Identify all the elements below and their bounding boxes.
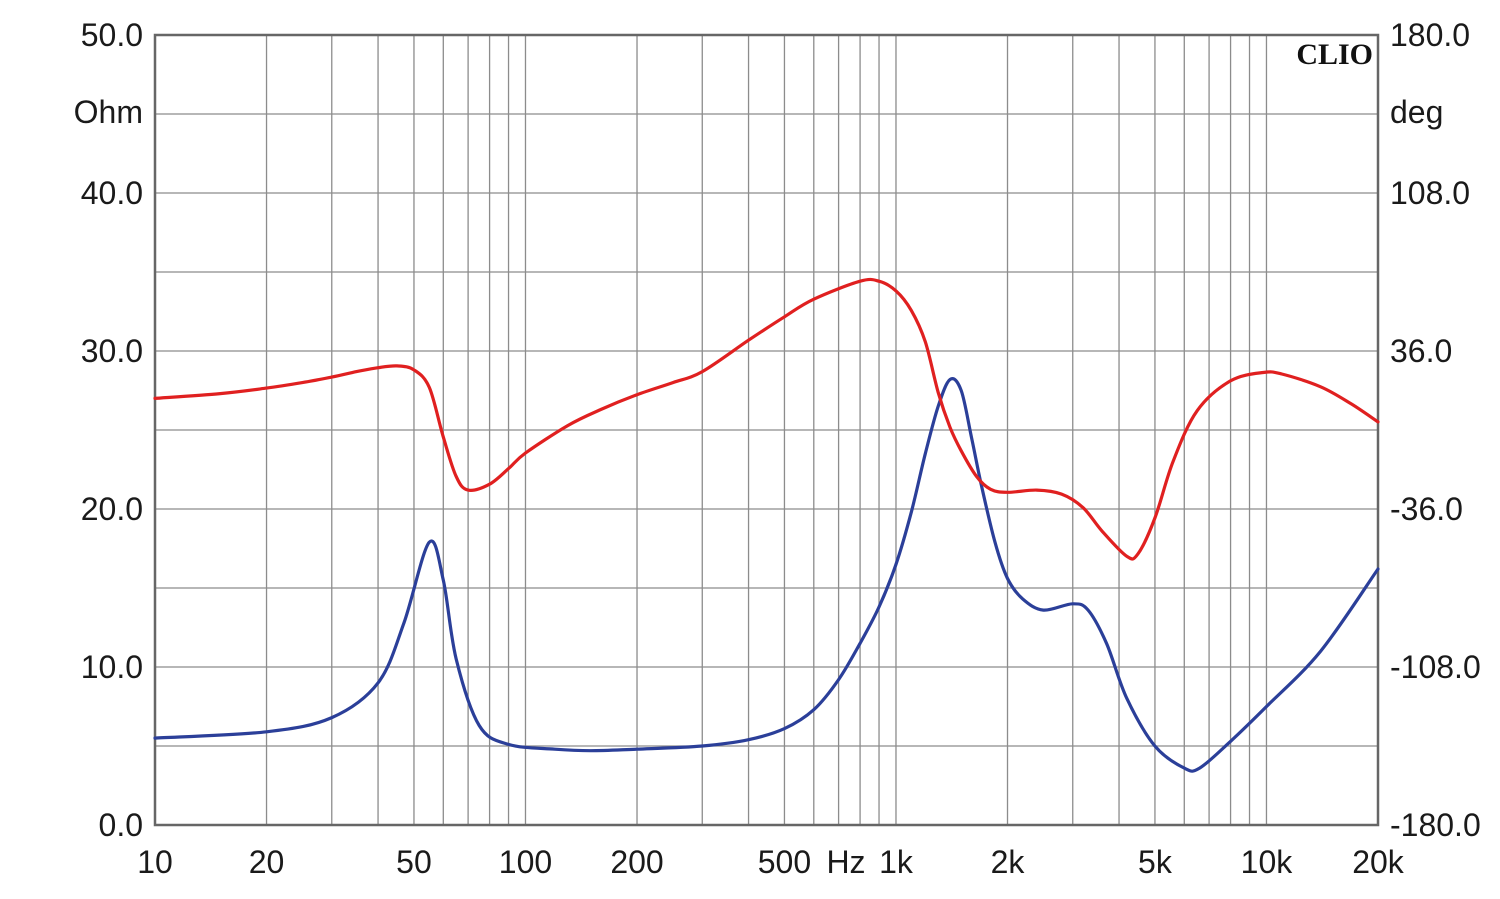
right-y-tick-label: -36.0 bbox=[1390, 491, 1463, 527]
right-y-tick-label: -108.0 bbox=[1390, 649, 1481, 685]
plot-frame bbox=[153, 33, 1380, 827]
x-tick-label: 20k bbox=[1352, 844, 1405, 880]
axis-labels: CLIO Ohm deg Hz 10 20 50 100 200 500 1k 2k 5k 10k… bbox=[74, 17, 1481, 880]
right-y-tick-label: 180.0 bbox=[1390, 17, 1470, 53]
left-y-tick-label: 20.0 bbox=[81, 491, 143, 527]
right-y-tick-label: -180.0 bbox=[1390, 807, 1481, 843]
left-y-tick-label: 40.0 bbox=[81, 175, 143, 211]
clio-logo: CLIO bbox=[1296, 38, 1373, 71]
phase-curve bbox=[153, 277, 1380, 561]
x-axis-unit: Hz bbox=[826, 844, 865, 880]
x-tick-label: 200 bbox=[610, 844, 663, 880]
series-layer bbox=[153, 277, 1380, 773]
right-axis-unit: deg bbox=[1390, 94, 1443, 130]
x-tick-label: 50 bbox=[396, 844, 432, 880]
x-tick-label: 10k bbox=[1241, 844, 1294, 880]
grid bbox=[155, 35, 1378, 825]
x-tick-label: 1k bbox=[879, 844, 914, 880]
left-y-tick-label: 0.0 bbox=[99, 807, 143, 843]
impedance-curve bbox=[153, 377, 1380, 773]
right-y-tick-label: 108.0 bbox=[1390, 175, 1470, 211]
x-tick-label: 20 bbox=[249, 844, 285, 880]
left-y-tick-label: 50.0 bbox=[81, 17, 143, 53]
x-tick-label: 10 bbox=[137, 844, 173, 880]
x-tick-label: 2k bbox=[991, 844, 1026, 880]
x-tick-label: 500 bbox=[758, 844, 811, 880]
x-tick-label: 100 bbox=[499, 844, 552, 880]
right-y-tick-label: 36.0 bbox=[1390, 333, 1452, 369]
left-axis-unit: Ohm bbox=[74, 94, 143, 130]
x-tick-label: 5k bbox=[1138, 844, 1173, 880]
left-y-tick-label: 10.0 bbox=[81, 649, 143, 685]
left-y-tick-label: 30.0 bbox=[81, 333, 143, 369]
